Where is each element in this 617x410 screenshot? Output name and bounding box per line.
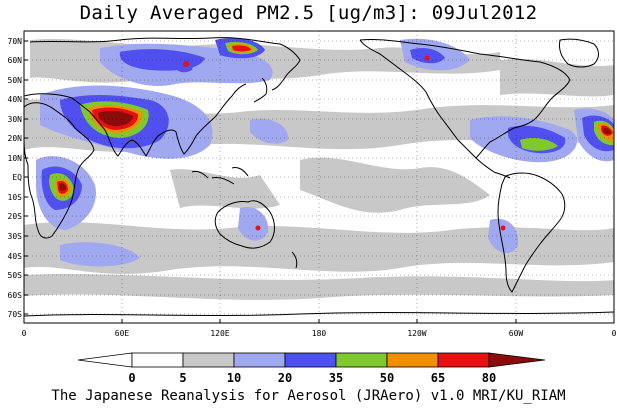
colorbar-segment [335,352,388,368]
colorbar-level: 10 [227,371,241,385]
lat-axis: 70N 60N 50N 40N 30N 20N 10N EQ 10S 20S 3… [8,37,28,319]
map-title: Daily Averaged PM2.5 [ug/m3]: 09Jul2012 [79,2,538,24]
colorbar-segment [437,352,490,368]
colorbar-level: 65 [431,371,445,385]
map-panel [24,31,614,323]
colorbar-level: 20 [278,371,292,385]
colorbar-level: 5 [179,371,186,385]
lon-label: 60W [509,329,524,338]
lon-label: 180 [312,329,327,338]
lat-label: 10S [8,193,23,202]
colorbar: 0 5 10 20 35 50 65 80 [77,352,546,385]
colorbar-segment [284,352,337,368]
colorbar-level: 80 [482,371,496,385]
colorbar-segment [131,352,184,368]
colorbar-level: 0 [128,371,135,385]
lat-label: 20N [8,134,23,143]
colorbar-level: 35 [329,371,343,385]
lon-label: 0 [22,329,27,338]
lon-label: 60E [115,329,130,338]
lat-label: 60S [8,291,23,300]
graticule [24,31,614,323]
lat-label: 30S [8,232,23,241]
lat-label: 40S [8,252,23,261]
lat-label: EQ [12,173,22,182]
lon-axis: 0 60E 120E 180 120W 60W 0 [22,319,617,338]
lat-label: 20S [8,212,23,221]
colorbar-under-arrow [77,352,133,368]
colorbar-segment [386,352,439,368]
lat-label: 50S [8,271,23,280]
lat-label: 10N [8,154,23,163]
lon-label: 120E [210,329,229,338]
colorbar-segment [182,352,235,368]
lat-label: 40N [8,95,23,104]
lat-label: 50N [8,76,23,85]
lon-label: 120W [407,329,426,338]
lat-label: 30N [8,115,23,124]
band-gt80 [59,110,611,191]
lat-label: 70N [8,37,23,46]
footer-credit: The Japanese Reanalysis for Aerosol (JRA… [51,388,566,404]
lat-label: 70S [8,310,23,319]
lon-label: 0 [612,329,617,338]
lat-label: 60N [8,56,23,65]
colorbar-level: 50 [380,371,394,385]
colorbar-over-arrow [488,352,546,368]
colorbar-segment [233,352,286,368]
